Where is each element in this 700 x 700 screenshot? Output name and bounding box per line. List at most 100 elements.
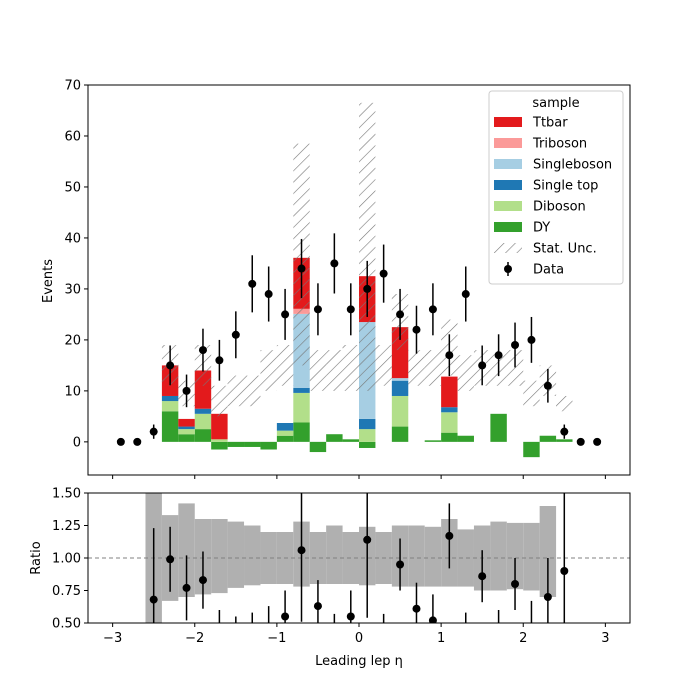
bar-diboson bbox=[211, 439, 228, 442]
ratio-x-ticks: −3 −2 −1 0 1 2 3 bbox=[103, 623, 610, 646]
legend-label: Triboson bbox=[532, 137, 587, 152]
ratio-point bbox=[281, 612, 290, 621]
stat-unc-bin bbox=[556, 395, 573, 412]
legend-swatch bbox=[494, 138, 522, 148]
y-tick-label: 50 bbox=[64, 180, 81, 195]
ratio-point bbox=[330, 632, 338, 640]
y-tick-label: 70 bbox=[64, 79, 81, 94]
bar-dy bbox=[194, 429, 212, 442]
ratio-point bbox=[363, 535, 372, 544]
bar-ttbar bbox=[211, 413, 228, 440]
legend-label: DY bbox=[533, 221, 550, 236]
ratio-band-bin bbox=[408, 525, 425, 587]
bar-dy bbox=[309, 441, 327, 453]
bar-diboson bbox=[293, 392, 310, 423]
bar-diboson bbox=[359, 429, 376, 442]
ratio-x-tick-label: −1 bbox=[267, 631, 286, 646]
ratio-y-axis-label: Ratio bbox=[29, 541, 44, 574]
bar-single-top bbox=[391, 380, 409, 396]
ratio-point bbox=[543, 593, 552, 601]
data-point bbox=[593, 437, 602, 446]
bar-single-top bbox=[178, 426, 195, 430]
legend-swatch bbox=[494, 201, 522, 211]
ratio-point bbox=[478, 572, 487, 581]
stat-unc-bin bbox=[260, 350, 277, 391]
bar-diboson bbox=[178, 429, 195, 435]
ratio-point bbox=[182, 583, 191, 592]
main-y-axis-label: Events bbox=[41, 259, 56, 303]
stat-unc-bin bbox=[408, 350, 425, 386]
bar-dy bbox=[161, 411, 179, 442]
data-point bbox=[461, 290, 470, 299]
ratio-x-tick-label: −3 bbox=[103, 631, 122, 646]
stat-unc-bin bbox=[457, 355, 474, 391]
bar-diboson bbox=[391, 395, 409, 427]
ratio-band-bin bbox=[211, 519, 228, 594]
y-tick-label: 30 bbox=[64, 282, 81, 297]
data-point bbox=[478, 361, 487, 370]
ratio-point bbox=[248, 632, 256, 640]
ratio-point bbox=[198, 576, 207, 585]
ratio-point bbox=[412, 604, 421, 613]
bar-dy bbox=[457, 435, 474, 442]
data-point bbox=[527, 335, 536, 344]
ratio-band-bin bbox=[523, 522, 540, 591]
ratio-point bbox=[346, 612, 355, 621]
legend-label: Stat. Unc. bbox=[533, 242, 597, 257]
bar-dy bbox=[359, 441, 376, 448]
data-point bbox=[330, 259, 339, 268]
legend-label: Ttbar bbox=[532, 116, 568, 131]
ratio-band-bin bbox=[539, 506, 557, 597]
stat-unc-bin bbox=[326, 350, 343, 391]
ratio-x-tick-label: −2 bbox=[185, 631, 204, 646]
bar-dy bbox=[523, 441, 540, 458]
legend-box bbox=[488, 90, 624, 285]
bar-diboson bbox=[441, 412, 458, 433]
data-point bbox=[363, 284, 372, 293]
legend-swatch bbox=[494, 159, 522, 169]
ratio-points bbox=[149, 493, 569, 647]
data-point bbox=[297, 264, 306, 273]
ratio-y-tick-label: 0.75 bbox=[52, 584, 81, 599]
ratio-point bbox=[462, 632, 470, 640]
data-point bbox=[576, 437, 585, 446]
data-points bbox=[116, 233, 602, 446]
bar-singleboson bbox=[391, 378, 409, 381]
data-point bbox=[198, 346, 207, 355]
ratio-point bbox=[149, 595, 158, 604]
stat-unc-bin bbox=[342, 345, 359, 391]
bar-single-top bbox=[276, 423, 294, 431]
data-point bbox=[346, 305, 355, 314]
y-tick-label: 60 bbox=[64, 129, 81, 144]
bar-dy bbox=[244, 441, 261, 447]
ratio-band-bin bbox=[326, 525, 343, 584]
bar-dy bbox=[424, 440, 442, 442]
legend-label: Diboson bbox=[533, 200, 586, 215]
bar-dy bbox=[276, 435, 294, 442]
data-point bbox=[149, 427, 158, 436]
ratio-point bbox=[232, 639, 240, 647]
bar-single-top bbox=[441, 407, 458, 413]
ratio-point bbox=[527, 626, 535, 634]
data-point bbox=[231, 330, 240, 339]
ratio-point bbox=[166, 555, 175, 564]
ratio-x-tick-label: 1 bbox=[437, 631, 445, 646]
ratio-x-axis-label: Leading lep η bbox=[315, 654, 403, 669]
ratio-x-tick-label: 0 bbox=[355, 631, 363, 646]
legend-label: Singleboson bbox=[533, 158, 612, 173]
data-point bbox=[428, 305, 437, 314]
ratio-band-bin bbox=[244, 525, 261, 586]
data-point bbox=[412, 325, 421, 334]
bar-dy bbox=[441, 432, 458, 442]
main-y-ticks: 0 10 20 30 40 50 60 70 bbox=[64, 79, 88, 450]
bar-dy bbox=[260, 441, 277, 450]
bar-single-top bbox=[359, 418, 376, 430]
stat-unc-bin bbox=[375, 345, 392, 386]
data-point bbox=[445, 351, 454, 360]
legend-swatch bbox=[494, 180, 522, 190]
ratio-point bbox=[511, 580, 520, 588]
data-point bbox=[182, 386, 191, 395]
stat-unc-bin bbox=[244, 375, 261, 407]
ratio-point bbox=[313, 602, 322, 611]
